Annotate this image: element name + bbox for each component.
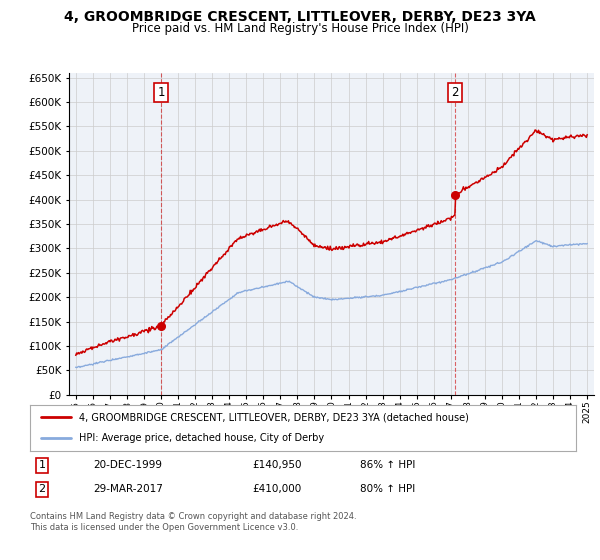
- Text: 4, GROOMBRIDGE CRESCENT, LITTLEOVER, DERBY, DE23 3YA: 4, GROOMBRIDGE CRESCENT, LITTLEOVER, DER…: [64, 10, 536, 24]
- Text: 2: 2: [451, 86, 459, 99]
- Text: Contains HM Land Registry data © Crown copyright and database right 2024.
This d: Contains HM Land Registry data © Crown c…: [30, 512, 356, 532]
- Text: 1: 1: [38, 460, 46, 470]
- Text: £140,950: £140,950: [252, 460, 302, 470]
- Text: £410,000: £410,000: [252, 484, 301, 494]
- Text: 29-MAR-2017: 29-MAR-2017: [93, 484, 163, 494]
- Text: Price paid vs. HM Land Registry's House Price Index (HPI): Price paid vs. HM Land Registry's House …: [131, 22, 469, 35]
- Text: HPI: Average price, detached house, City of Derby: HPI: Average price, detached house, City…: [79, 433, 324, 444]
- Text: 80% ↑ HPI: 80% ↑ HPI: [360, 484, 415, 494]
- Text: 2: 2: [38, 484, 46, 494]
- Text: 20-DEC-1999: 20-DEC-1999: [93, 460, 162, 470]
- Text: 4, GROOMBRIDGE CRESCENT, LITTLEOVER, DERBY, DE23 3YA (detached house): 4, GROOMBRIDGE CRESCENT, LITTLEOVER, DER…: [79, 412, 469, 422]
- Text: 86% ↑ HPI: 86% ↑ HPI: [360, 460, 415, 470]
- Text: 1: 1: [157, 86, 165, 99]
